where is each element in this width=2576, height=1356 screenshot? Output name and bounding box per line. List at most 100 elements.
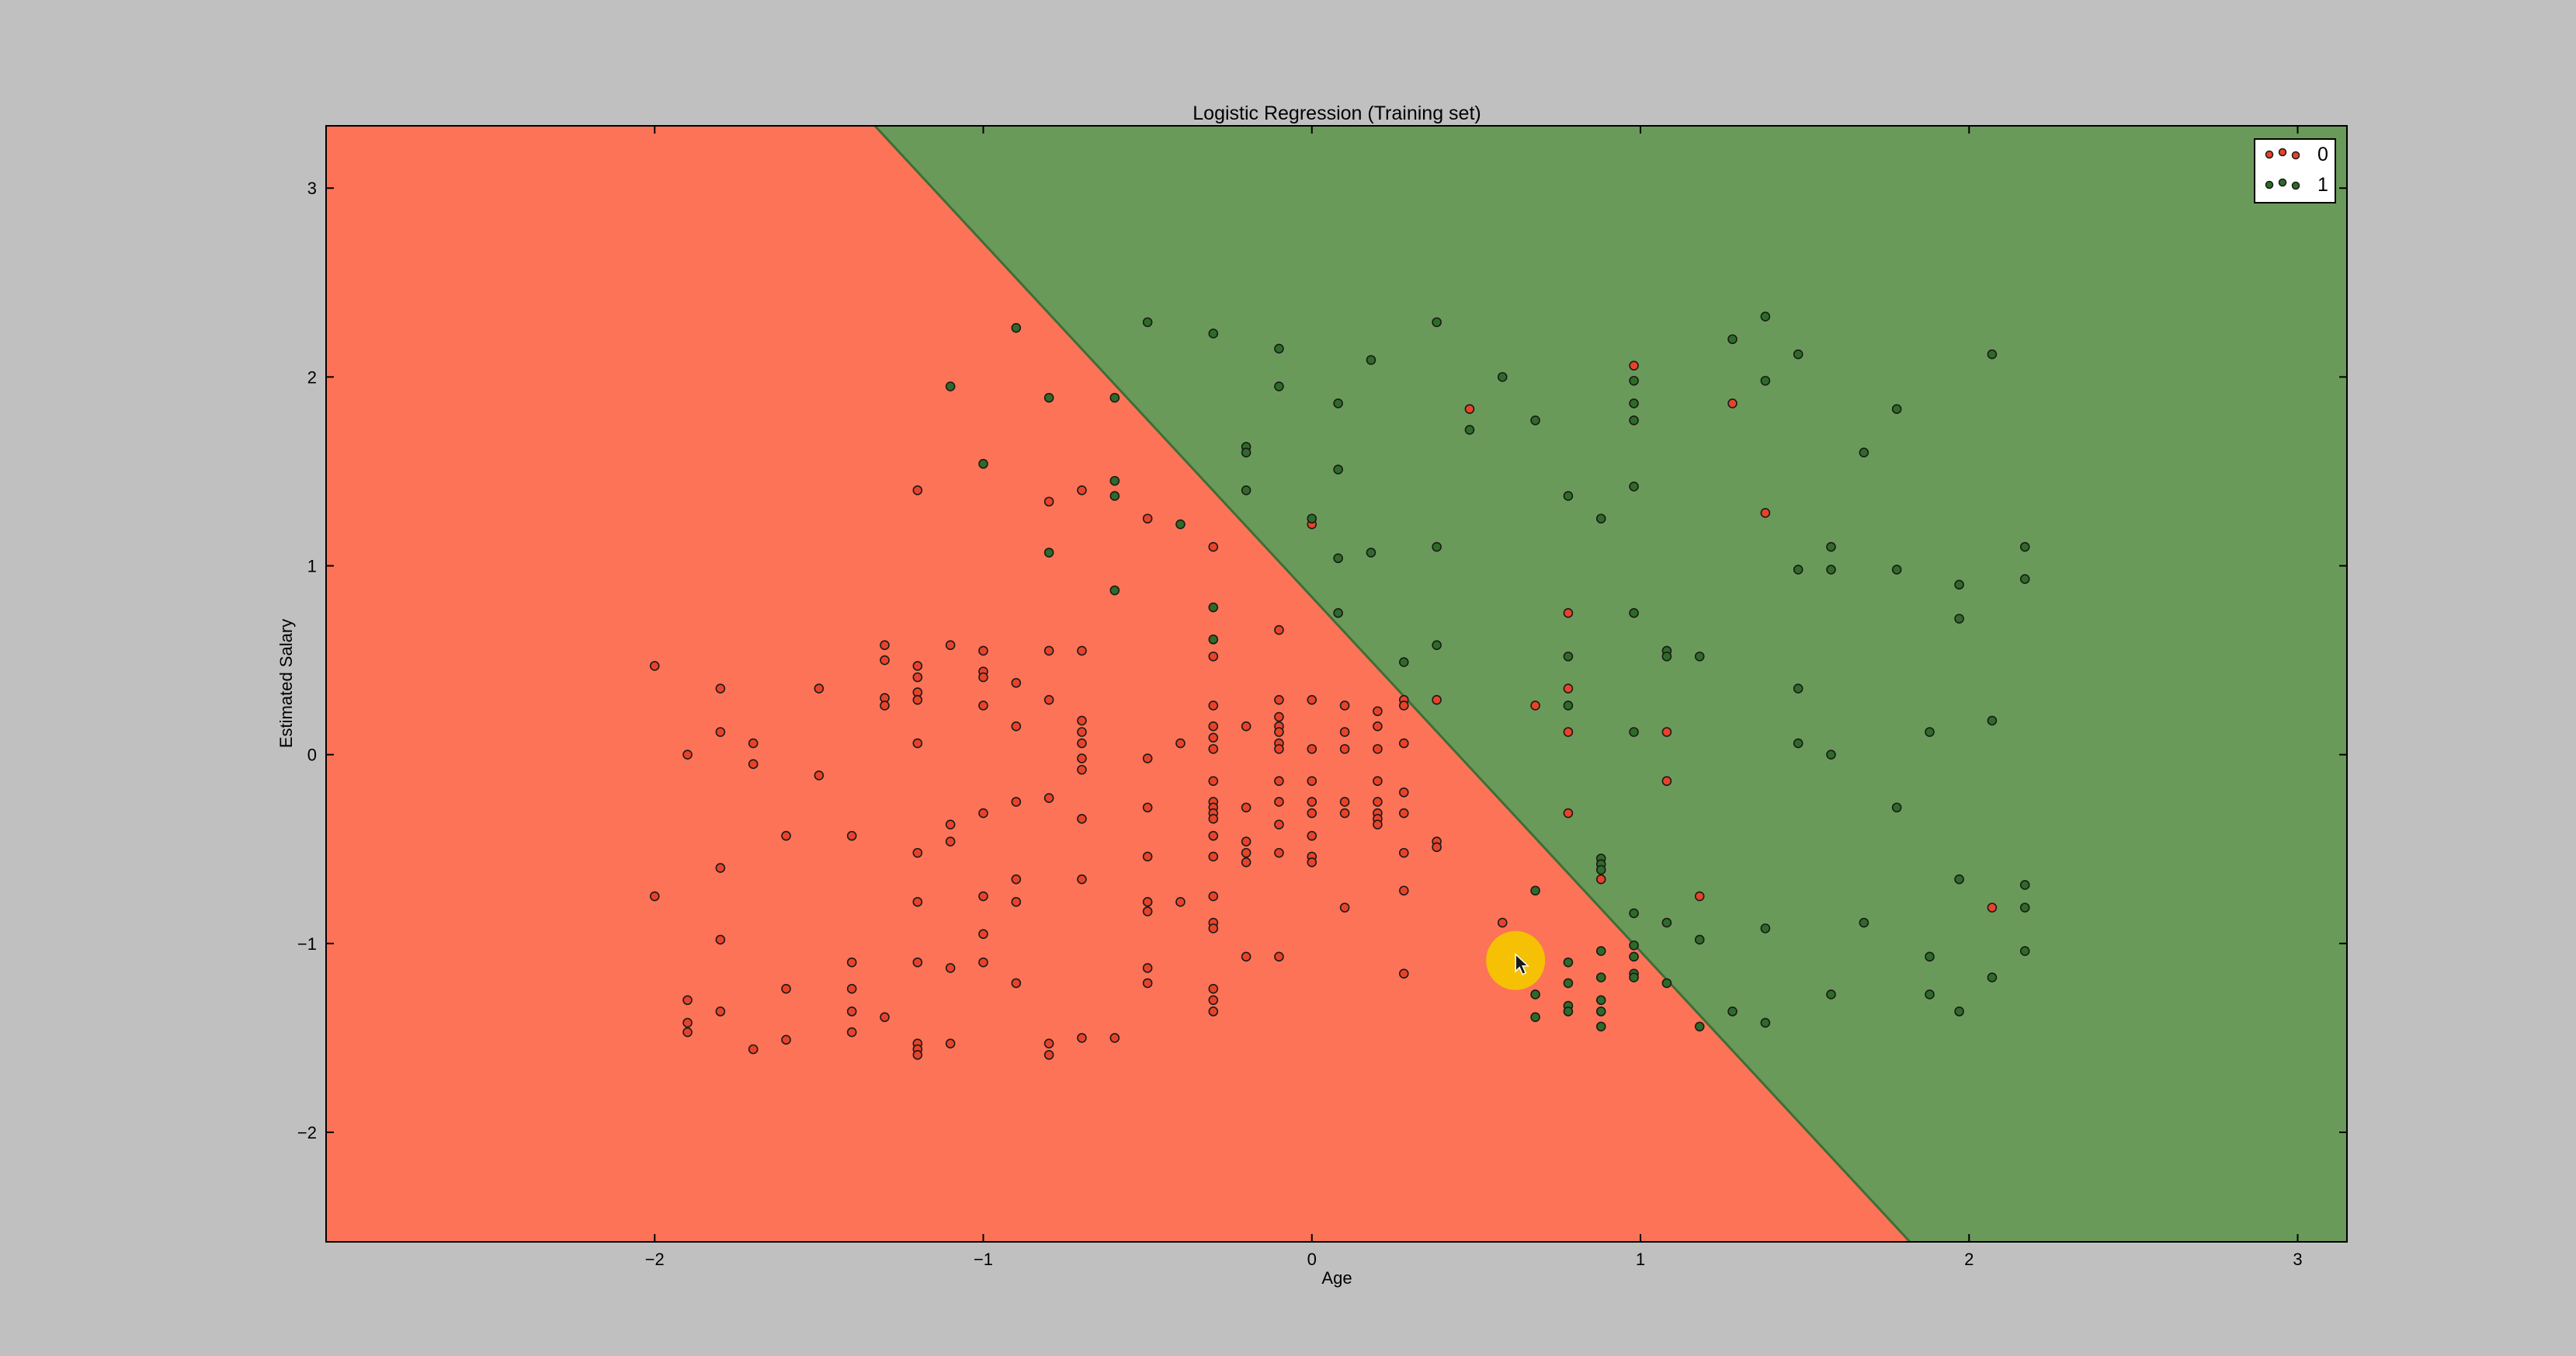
data-point-class-0: [1373, 819, 1383, 829]
data-point-class-0: [912, 672, 923, 683]
legend: 0 1: [2254, 138, 2336, 203]
data-point-class-1: [1530, 989, 1540, 1000]
y-tick-label: 3: [307, 179, 317, 198]
data-point-class-0: [1398, 847, 1409, 858]
data-point-class-1: [2019, 541, 2030, 552]
y-axis: −2 −1 0 1 2 3: [297, 179, 2347, 1142]
data-point-class-1: [1760, 375, 1771, 386]
data-point-class-0: [1464, 404, 1475, 415]
data-point-class-1: [1629, 727, 1639, 737]
data-point-class-0: [1142, 897, 1153, 907]
data-point-class-0: [1175, 897, 1186, 907]
data-point-class-0: [1373, 706, 1383, 717]
data-point-class-0: [1241, 721, 1252, 732]
data-point-class-1: [1333, 464, 1343, 475]
data-point-class-0: [1077, 753, 1087, 763]
data-point-class-1: [1595, 864, 1606, 875]
data-point-class-1: [1208, 329, 1219, 339]
plot-frame: [325, 125, 2348, 1243]
data-point-class-0: [912, 847, 923, 858]
data-point-class-0: [1077, 764, 1087, 775]
data-point-class-1: [1398, 657, 1409, 667]
data-point-class-0: [1077, 645, 1087, 656]
data-point-class-1: [1826, 541, 1836, 552]
data-point-class-0: [814, 683, 825, 694]
data-point-class-0: [1274, 624, 1284, 635]
data-point-class-0: [1274, 797, 1284, 807]
data-point-class-1: [1629, 908, 1639, 919]
mouse-cursor-icon: [1515, 952, 1530, 975]
x-tick-label: 1: [1636, 1250, 1645, 1269]
data-point-class-0: [945, 819, 956, 829]
data-point-class-1: [1954, 614, 1964, 624]
data-point-class-1: [1661, 917, 1672, 928]
x-axis: −2 −1 0 1 2 3: [645, 126, 2303, 1269]
data-point-class-1: [1432, 317, 1442, 328]
x-tick-label: 2: [1964, 1250, 1974, 1269]
data-point-class-0: [1208, 983, 1219, 994]
data-point-class-1: [945, 381, 956, 391]
data-point-class-0: [1987, 902, 1998, 913]
data-point-class-0: [945, 640, 956, 650]
data-point-class-0: [1043, 1038, 1054, 1048]
data-point-class-0: [1142, 978, 1153, 989]
data-point-class-1: [1563, 978, 1574, 989]
data-point-class-1: [1629, 398, 1639, 409]
data-point-class-1: [1793, 683, 1804, 694]
data-point-class-0: [1142, 851, 1153, 862]
data-point-class-0: [1208, 1007, 1219, 1017]
data-point-class-0: [846, 1027, 857, 1038]
data-point-class-1: [1793, 565, 1804, 575]
data-point-class-0: [846, 1007, 857, 1017]
data-point-class-0: [1274, 727, 1284, 737]
data-point-class-0: [1208, 851, 1219, 862]
data-point-class-0: [1398, 738, 1409, 749]
data-point-class-1: [1043, 548, 1054, 558]
data-point-class-0: [1011, 874, 1022, 885]
data-point-class-0: [682, 749, 693, 760]
chart-title: Logistic Regression (Training set): [1193, 103, 1481, 124]
data-point-class-0: [1307, 808, 1318, 819]
data-point-class-0: [1307, 776, 1318, 787]
data-point-class-1: [1891, 565, 1902, 575]
data-point-class-0: [1274, 819, 1284, 829]
data-point-class-1: [1563, 651, 1574, 662]
data-point-class-0: [1208, 721, 1219, 732]
legend-box: [2254, 138, 2336, 203]
data-point-class-0: [880, 1012, 890, 1022]
data-point-class-1: [1366, 548, 1377, 558]
data-point-class-0: [912, 694, 923, 705]
data-point-class-1: [1793, 349, 1804, 360]
data-point-class-0: [978, 957, 988, 968]
data-point-class-0: [1142, 753, 1153, 763]
y-tick-label: −2: [297, 1123, 317, 1142]
data-point-class-0: [1339, 744, 1350, 754]
data-point-class-0: [1274, 951, 1284, 962]
data-point-class-0: [715, 683, 726, 694]
data-point-class-0: [1563, 727, 1574, 737]
data-point-class-0: [1595, 874, 1606, 885]
data-point-class-1: [978, 458, 988, 469]
data-point-class-0: [1398, 788, 1409, 798]
data-point-class-0: [1563, 608, 1574, 618]
data-point-class-1: [1464, 425, 1475, 435]
legend-marker-0: [2278, 148, 2287, 157]
data-point-class-0: [715, 863, 726, 873]
data-point-class-1: [1432, 541, 1442, 552]
data-point-class-0: [846, 957, 857, 968]
data-point-class-1: [1595, 972, 1606, 982]
data-point-class-1: [1954, 874, 1964, 885]
data-point-class-0: [1077, 814, 1087, 824]
data-point-class-0: [1208, 995, 1219, 1006]
data-point-class-0: [748, 759, 759, 770]
data-point-class-0: [1142, 513, 1153, 524]
data-point-class-0: [1241, 847, 1252, 858]
data-point-class-0: [1208, 923, 1219, 934]
data-point-class-0: [1274, 711, 1284, 722]
data-point-class-0: [978, 891, 988, 902]
x-tick-label: 3: [2293, 1250, 2302, 1269]
data-point-class-1: [1497, 372, 1508, 382]
data-point-class-0: [1208, 541, 1219, 552]
data-point-class-0: [1043, 1049, 1054, 1060]
data-point-class-0: [1373, 776, 1383, 787]
